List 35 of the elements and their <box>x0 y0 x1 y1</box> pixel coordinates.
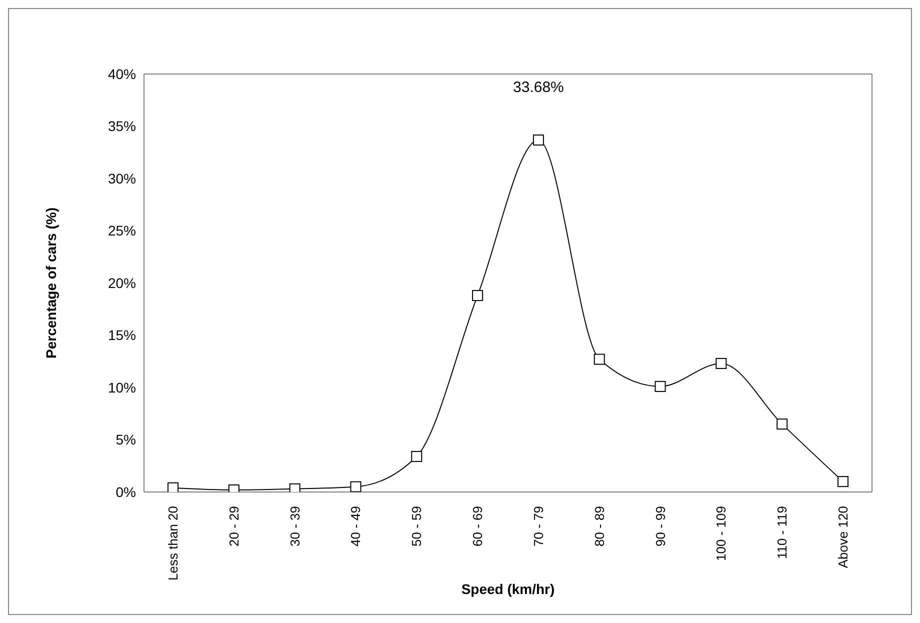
y-tick-label: 35% <box>108 118 136 134</box>
point <box>289 483 300 492</box>
x-tick-label: 90 - 99 <box>652 506 668 546</box>
y-tick-label: 20% <box>108 274 136 291</box>
point <box>350 481 362 492</box>
x-tick-label: 110 - 119 <box>774 506 790 560</box>
y-tick-label: 0% <box>116 484 136 500</box>
x-tick-label: Less than 20 <box>166 506 180 580</box>
y-axis-title: Percentage of cars (%) <box>42 208 59 358</box>
x-tick-label: 20 - 29 <box>226 506 242 546</box>
point <box>838 476 848 488</box>
y-tick-label: 15% <box>108 327 136 344</box>
point <box>532 134 544 146</box>
x-axis-title: Speed (km/hr) <box>461 581 555 597</box>
point <box>472 290 484 302</box>
y-tick-label: 10% <box>108 379 136 396</box>
point <box>654 380 666 392</box>
point <box>776 418 788 430</box>
y-tick-label: 5% <box>116 432 136 448</box>
x-tick-label: 80 - 89 <box>592 506 607 546</box>
y-tick-label: 25% <box>108 222 136 239</box>
data-label: 33.68% <box>513 79 564 96</box>
x-tick-label: Above 120 <box>836 506 850 568</box>
x-tick-label: 70 - 79 <box>530 506 546 546</box>
x-tick-label: 30 - 39 <box>287 506 302 546</box>
point <box>411 450 422 462</box>
x-tick-label: 50 - 59 <box>409 506 424 546</box>
point <box>168 482 178 492</box>
x-tick-label: 40 - 49 <box>348 506 364 546</box>
x-tick-label: 100 - 109 <box>714 506 729 561</box>
y-tick-label: 30% <box>108 170 136 186</box>
point <box>594 354 605 365</box>
y-tick-label: 40% <box>108 66 136 82</box>
x-tick-label: 60 - 69 <box>470 506 486 546</box>
point <box>716 358 727 369</box>
